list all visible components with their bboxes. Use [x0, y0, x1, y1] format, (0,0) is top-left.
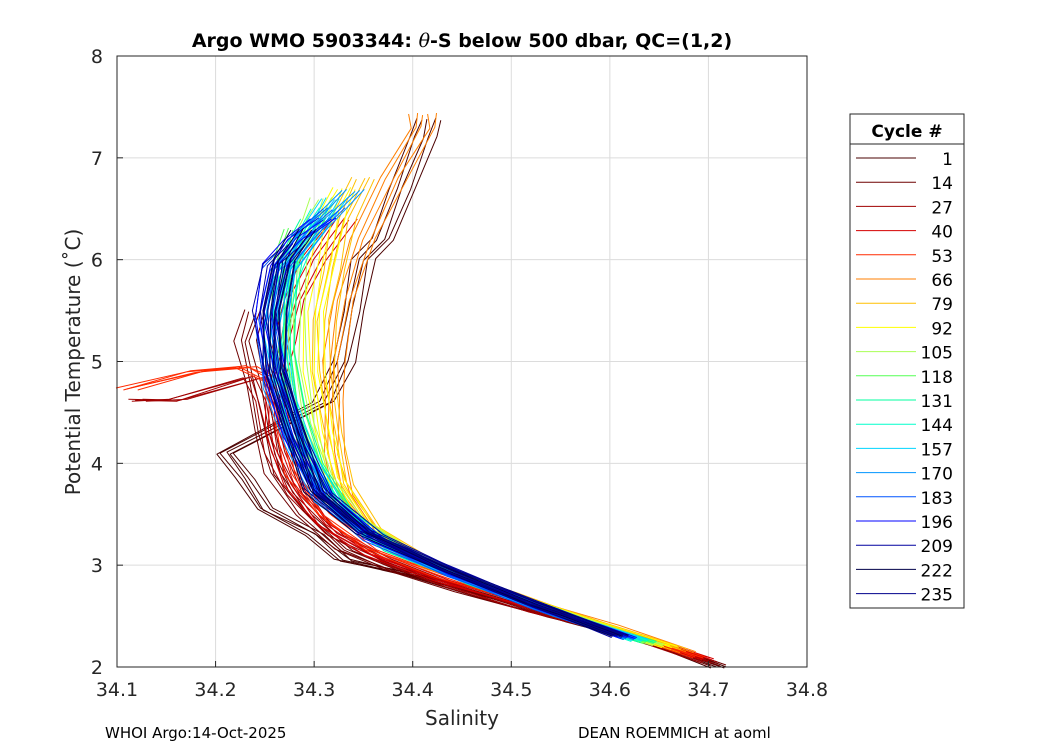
footer-credit: WHOI Argo:14-Oct-2025 — [105, 724, 287, 742]
legend-label: 170 — [921, 465, 953, 485]
y-axis-label: Potential Temperature (˚C) — [61, 229, 85, 496]
theta-s-traces — [115, 112, 727, 669]
legend-label: 196 — [921, 513, 953, 533]
series-line — [262, 258, 614, 636]
series-line — [302, 187, 663, 649]
series-line — [145, 376, 718, 663]
x-tick-label: 34.3 — [293, 679, 335, 701]
series-line — [328, 176, 681, 651]
legend-label: 40 — [931, 223, 953, 243]
legend-label: 27 — [931, 198, 953, 218]
legend-label: 14 — [931, 174, 953, 194]
series-line — [322, 113, 681, 654]
series-line — [126, 365, 698, 657]
x-tick-label: 34.5 — [490, 679, 532, 701]
legend-label: 157 — [921, 440, 953, 460]
series-line — [307, 189, 665, 648]
legend-label: 92 — [931, 319, 953, 339]
legend-label: 235 — [921, 586, 953, 606]
y-tick-label: 3 — [91, 555, 103, 577]
y-tick-label: 6 — [91, 250, 103, 272]
series-line — [278, 258, 624, 636]
series-line — [327, 112, 687, 653]
legend-label: 79 — [931, 295, 953, 315]
y-tick-label: 5 — [91, 352, 103, 374]
y-tick-label: 8 — [91, 46, 103, 68]
x-tick-label: 34.2 — [194, 679, 236, 701]
series-line — [130, 367, 704, 659]
series-line — [142, 377, 712, 664]
series-line — [333, 178, 687, 650]
legend-label: 118 — [921, 368, 953, 388]
series-line — [137, 366, 705, 658]
legend-label: 183 — [921, 489, 953, 509]
legend: Cycle # 1 14 27 40 53 66 79 92 105 118 131 144 157 17… — [849, 113, 965, 609]
x-axis-label: Salinity — [425, 706, 499, 730]
series-line — [273, 259, 622, 634]
x-tick-label: 34.4 — [392, 679, 434, 701]
x-ticks: 34.1 34.2 34.3 34.4 34.5 34.6 34.7 34.8 — [96, 661, 828, 701]
series-line — [128, 377, 702, 664]
legend-entries: 1 14 27 40 53 66 79 92 105 118 131 144 157 170 183 196 2… — [856, 150, 953, 606]
series-line — [135, 375, 710, 662]
y-tick-label: 2 — [91, 657, 103, 679]
series-line — [131, 376, 704, 663]
legend-label: 66 — [931, 271, 953, 291]
legend-label: 209 — [921, 537, 953, 557]
legend-label: 53 — [931, 247, 953, 267]
x-tick-label: 34.1 — [96, 679, 138, 701]
series-line — [115, 367, 694, 659]
x-tick-label: 34.8 — [786, 679, 828, 701]
legend-label: 144 — [921, 416, 953, 436]
series-line — [284, 260, 626, 635]
y-tick-label: 4 — [91, 453, 103, 475]
grid — [116, 55, 808, 668]
legend-label: 105 — [921, 344, 953, 364]
x-tick-label: 34.6 — [589, 679, 631, 701]
y-tick-label: 7 — [91, 148, 103, 170]
series-line — [262, 229, 613, 637]
legend-label: 131 — [921, 392, 953, 412]
y-ticks: 2 3 4 5 6 7 8 — [91, 46, 123, 679]
series-line — [123, 366, 696, 658]
series-line — [304, 199, 665, 646]
series-line — [233, 309, 711, 667]
x-tick-label: 34.7 — [687, 679, 729, 701]
legend-label: 222 — [921, 561, 953, 581]
chart-title: Argo WMO 5903344: θ-S below 500 dbar, QC… — [192, 30, 732, 52]
series-line — [322, 177, 680, 649]
legend-title: Cycle # — [871, 122, 942, 142]
series-line — [311, 176, 672, 651]
footer-pi: DEAN ROEMMICH at aoml — [578, 724, 771, 742]
legend-label: 1 — [942, 150, 953, 170]
legend-box — [849, 113, 965, 609]
